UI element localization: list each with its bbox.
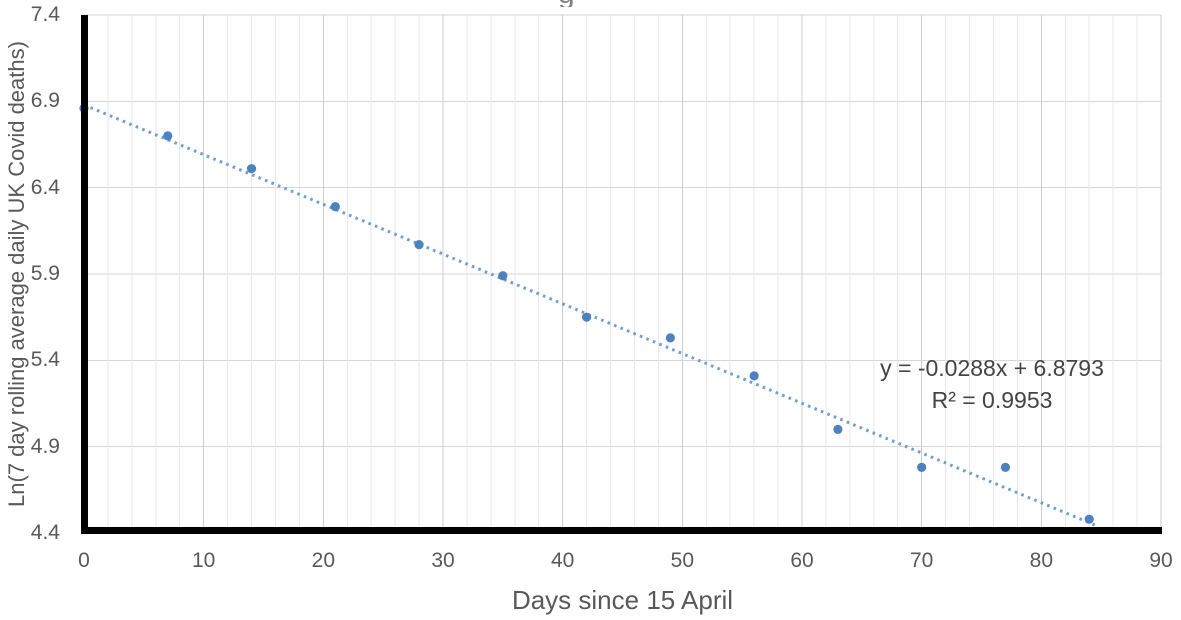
x-tick-label: 60 [790,549,814,572]
trendline-label: y = -0.0288x + 6.8793 R² = 0.9953 [842,352,1142,416]
trendline-r-squared: R² = 0.9953 [931,387,1053,413]
data-point [330,202,340,212]
x-tick-label: 0 [78,549,90,572]
y-tick-label: 4.4 [30,521,60,544]
trendline-equation: y = -0.0288x + 6.8793 [880,355,1104,381]
data-point [1000,462,1011,472]
cropped-chart-title: g [558,0,604,7]
data-point [163,131,173,141]
y-tick-label: 6.9 [30,89,60,113]
data-point [246,164,257,174]
data-point [833,424,843,434]
data-point [749,371,759,381]
chart-title-fragment: g [558,0,604,7]
y-tick-label: 4.9 [30,434,60,458]
data-point [582,312,592,322]
data-point [414,240,424,250]
x-tick-label: 10 [191,549,216,572]
x-axis-title: Days since 15 April [511,585,734,615]
x-tick-label: 30 [431,549,455,572]
x-tick-label: 40 [550,549,575,572]
y-tick-label: 5.9 [30,262,60,285]
x-tick-label: 70 [909,549,934,572]
data-point [498,271,508,281]
y-tick-label: 6.4 [30,175,60,199]
y-tick-label: 5.4 [30,348,60,372]
data-point [1084,514,1094,524]
x-tick-label: 50 [670,549,695,572]
y-tick-label: 7.4 [30,3,60,26]
y-axis-title: Ln(7 day rolling average daily UK Covid … [4,41,29,507]
data-point [665,333,675,343]
x-tick-label: 90 [1149,549,1173,572]
data-point [917,462,927,472]
x-tick-label: 80 [1029,549,1054,572]
x-tick-label: 20 [311,549,336,572]
